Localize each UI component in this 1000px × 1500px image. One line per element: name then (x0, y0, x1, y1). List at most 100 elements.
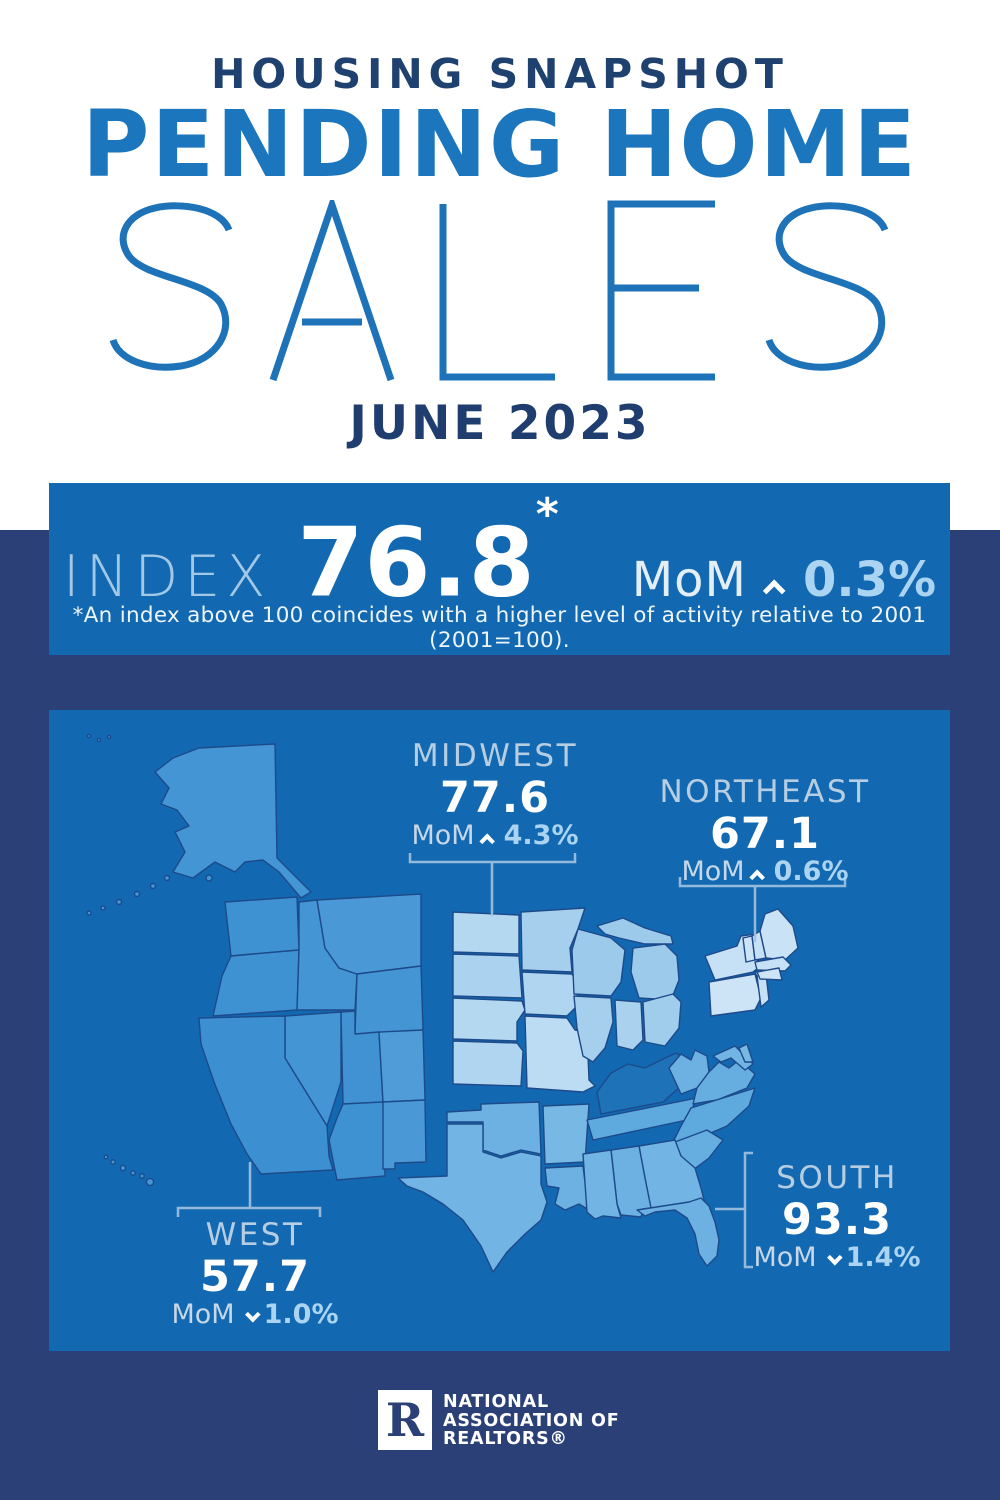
state-delaware (738, 1043, 754, 1063)
state-arizona (328, 1101, 386, 1181)
mom-label: MoM (631, 551, 747, 608)
state-virginia (692, 1059, 756, 1105)
state-maine (759, 908, 799, 961)
state-massachusetts (754, 956, 792, 972)
mom-label: MoM (411, 820, 475, 851)
letter-s (109, 202, 233, 371)
footer-org-line2: ASSOCIATION OF (443, 1410, 620, 1431)
nar-logo-r-letter: R (385, 1393, 425, 1447)
mom-direction-chevron-icon (762, 579, 786, 602)
index-banner: INDEX 76.8* MoM 0.3% *An index above 100… (49, 483, 950, 655)
map-region-south (397, 1043, 756, 1273)
letter-l (439, 204, 555, 381)
state-missouri (524, 1015, 596, 1093)
report-date: JUNE 2023 (349, 396, 651, 451)
page-title-thin-sales (109, 200, 889, 382)
mom-direction-chevron-icon (749, 869, 766, 886)
mom-label: MoM (753, 1242, 817, 1273)
index-row: INDEX 76.8* MoM 0.3% (49, 489, 950, 619)
region-name: SOUTH (776, 1160, 898, 1196)
midwest-bracket (408, 853, 577, 916)
region-value: 93.3 (781, 1195, 893, 1245)
footer-org-name: NATIONAL ASSOCIATION OF REALTORS® (443, 1393, 619, 1449)
footer-org-line3: REALTORS® (443, 1429, 568, 1449)
state-texas (397, 1123, 548, 1273)
mom-label: MoM (171, 1299, 235, 1330)
state-oregon (212, 949, 300, 1017)
state-illinois (573, 995, 614, 1063)
mom-value: 0.6% (773, 856, 849, 887)
map-region-midwest (452, 907, 682, 1093)
northeast-bracket (678, 877, 847, 942)
state-florida (636, 1197, 720, 1267)
region-name: MIDWEST (411, 738, 579, 774)
state-iowa (521, 971, 580, 1017)
state-wyoming (354, 965, 424, 1035)
mom-direction-chevron-icon (479, 833, 496, 850)
page-title-bold: PENDING HOME (81, 91, 918, 198)
map-region-northeast (704, 908, 799, 1017)
state-maryland (712, 1045, 754, 1071)
region-name: WEST (205, 1217, 305, 1253)
map-region-west (86, 733, 427, 1187)
region-label-northeast: NORTHEAST 67.1 MoM 0.6% (659, 772, 870, 888)
us-map (86, 733, 847, 1273)
kicker-title: HOUSING SNAPSHOT (211, 50, 789, 98)
mom-label: MoM (681, 856, 745, 887)
state-mississippi (582, 1149, 622, 1220)
region-name: NORTHEAST (659, 774, 871, 810)
state-kentucky (596, 1052, 690, 1115)
region-label-west: WEST 57.7 MoM 1.0% (171, 1215, 338, 1331)
state-connecticut-ri (756, 967, 783, 981)
region-mom: MoM 4.3% (411, 820, 578, 852)
region-value: 57.7 (199, 1252, 311, 1302)
letter-e (607, 200, 715, 381)
state-south-dakota (452, 953, 523, 999)
state-pennsylvania (708, 973, 762, 1017)
state-michigan-up (596, 917, 674, 945)
region-value: 77.6 (439, 773, 551, 823)
state-ohio (642, 993, 682, 1047)
state-hawaii (103, 1154, 109, 1160)
index-footnote: *An index above 100 coincides with a hig… (72, 603, 927, 653)
map-panel: MIDWEST 77.6 MoM 4.3% NORTHEAST 67.1 MoM 0… (49, 710, 950, 1351)
state-arkansas (542, 1103, 590, 1165)
mom-value: 4.3% (503, 820, 579, 851)
region-label-south: SOUTH 93.3 MoM 1.4% (753, 1158, 920, 1274)
state-west-virginia (668, 1049, 710, 1095)
mom-value: 1.0% (263, 1299, 339, 1330)
letter-s (765, 202, 889, 371)
west-bracket (176, 1162, 322, 1217)
region-mom: MoM 1.0% (171, 1299, 338, 1331)
region-value: 67.1 (709, 809, 821, 859)
state-indiana (614, 999, 644, 1051)
index-label: INDEX (62, 543, 272, 610)
state-new-mexico (382, 1099, 427, 1170)
state-california (198, 1015, 334, 1175)
region-mom: MoM 1.4% (753, 1242, 920, 1274)
nar-logo: R (378, 1390, 432, 1450)
asterisk: * (535, 489, 560, 540)
index-value: 76.8* (297, 489, 560, 619)
mom-direction-chevron-icon (245, 1306, 261, 1323)
state-alaska (154, 743, 312, 899)
state-north-dakota (452, 911, 520, 955)
state-washington (224, 896, 300, 957)
state-colorado (378, 1029, 426, 1103)
bracket-connectors (176, 853, 847, 1269)
footer-org-line1: NATIONAL (443, 1392, 549, 1412)
region-mom: MoM 0.6% (659, 856, 870, 888)
mom-direction-chevron-icon (827, 1249, 843, 1266)
south-bracket (715, 1151, 753, 1269)
mom-value: 1.4% (845, 1242, 921, 1273)
state-wisconsin (571, 928, 626, 997)
state-north-carolina (670, 1087, 756, 1147)
region-label-midwest: MIDWEST 77.6 MoM 4.3% (411, 736, 578, 852)
letter-a (269, 200, 395, 382)
mom-value: 0.3% (802, 551, 937, 608)
state-kansas (452, 1040, 524, 1087)
state-minnesota (520, 907, 586, 973)
state-michigan (630, 943, 680, 1001)
state-nebraska (452, 997, 526, 1042)
